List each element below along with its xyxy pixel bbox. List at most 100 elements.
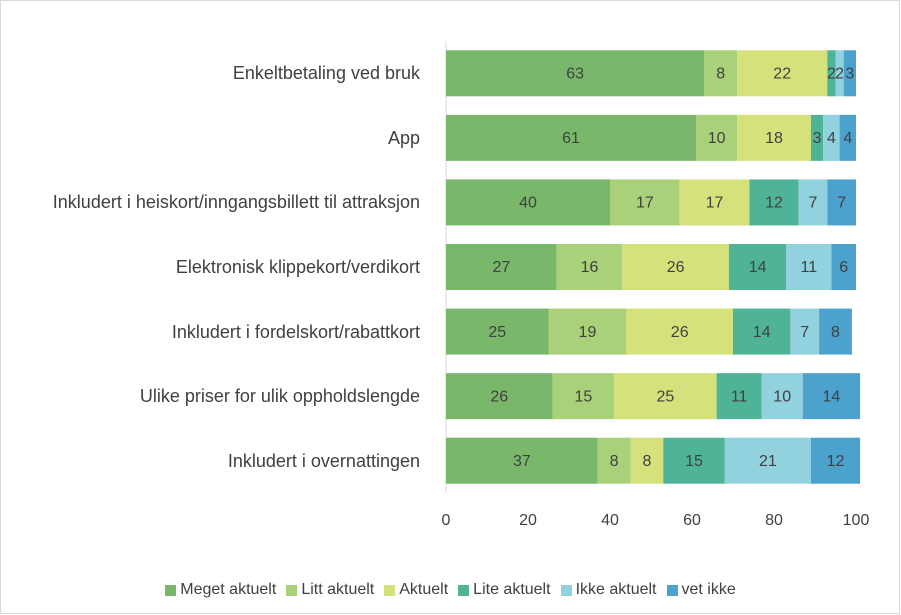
category-label: Enkeltbetaling ved bruk xyxy=(232,63,420,84)
data-label: 63 xyxy=(566,66,584,83)
data-label: 26 xyxy=(667,259,685,276)
bar-segment xyxy=(810,437,861,484)
bar-segment xyxy=(802,373,861,420)
legend-swatch xyxy=(560,584,572,596)
bar-segment xyxy=(786,244,832,290)
data-label: 4 xyxy=(843,130,852,147)
category-label: Ulike priser for ulik oppholdslengde xyxy=(139,386,420,407)
bar-segment xyxy=(630,437,664,484)
data-label: 15 xyxy=(685,453,703,470)
x-tick-label: 40 xyxy=(601,512,619,529)
legend-item: Ikke aktuelt xyxy=(560,581,657,599)
data-label: 61 xyxy=(562,130,580,147)
bar-segment xyxy=(446,179,610,226)
bar-segment xyxy=(446,373,553,420)
data-label: 25 xyxy=(488,324,506,341)
legend-label: Lite aktuelt xyxy=(473,581,551,598)
bar-segment xyxy=(831,244,856,290)
legend-label: Ikke aktuelt xyxy=(575,581,657,598)
bar-segment xyxy=(446,244,557,290)
legend-label: Meget aktuelt xyxy=(180,581,277,598)
data-label: 7 xyxy=(808,195,817,212)
data-label: 14 xyxy=(823,388,841,405)
data-label: 6 xyxy=(839,259,848,276)
data-label: 26 xyxy=(490,388,508,405)
bar-segment xyxy=(614,373,717,420)
bar-segment xyxy=(749,179,799,226)
x-tick-label: 60 xyxy=(683,512,701,529)
data-label: 10 xyxy=(708,130,726,147)
legend-swatch xyxy=(458,584,470,596)
data-label: 11 xyxy=(801,259,818,276)
legend-label: Litt aktuelt xyxy=(301,581,375,598)
bar-segment xyxy=(790,308,820,355)
bar-segment xyxy=(446,437,598,484)
legend-item: Aktuelt xyxy=(384,581,448,599)
bar-segment xyxy=(843,50,856,97)
data-label: 17 xyxy=(636,195,654,212)
bar-segment xyxy=(819,308,852,355)
data-label: 4 xyxy=(827,130,836,147)
data-label: 25 xyxy=(656,388,674,405)
legend-swatch xyxy=(666,584,678,596)
bar-segment xyxy=(798,179,828,226)
bar-segment xyxy=(696,114,738,161)
legend-item: Meget aktuelt xyxy=(165,581,276,599)
x-tick-label: 20 xyxy=(519,512,537,529)
bar-segment xyxy=(839,114,856,161)
data-label: 2 xyxy=(827,66,836,83)
bar-segment xyxy=(679,179,750,226)
data-label: 8 xyxy=(831,324,840,341)
bar-segment xyxy=(446,308,549,355)
data-label: 14 xyxy=(749,259,767,276)
data-label: 18 xyxy=(765,130,783,147)
bar-segment xyxy=(704,50,738,97)
data-label: 2 xyxy=(835,66,844,83)
data-label: 3 xyxy=(845,66,854,83)
data-label: 37 xyxy=(513,453,531,470)
data-label: 8 xyxy=(610,453,619,470)
bar-segment xyxy=(556,244,623,290)
legend-item: Litt aktuelt xyxy=(286,581,374,599)
bar-segment xyxy=(823,114,840,161)
bar-segment xyxy=(597,437,631,484)
data-label: 19 xyxy=(579,324,597,341)
bar-segment xyxy=(835,50,844,97)
bar-segment xyxy=(733,308,791,355)
bar-segment xyxy=(622,244,729,290)
bar-segment xyxy=(548,308,627,355)
legend-swatch xyxy=(384,584,396,596)
x-tick-label: 100 xyxy=(843,512,870,529)
bar-segment xyxy=(446,50,705,97)
data-label: 12 xyxy=(765,195,783,212)
bar-segment xyxy=(724,437,811,484)
data-label: 21 xyxy=(759,453,777,470)
data-label: 3 xyxy=(813,130,822,147)
x-tick-label: 0 xyxy=(442,512,451,529)
data-label: 11 xyxy=(731,388,748,405)
data-label: 7 xyxy=(837,195,846,212)
data-label: 7 xyxy=(800,324,809,341)
data-label: 8 xyxy=(716,66,725,83)
data-label: 40 xyxy=(519,195,537,212)
data-label: 14 xyxy=(753,324,771,341)
bar-segment xyxy=(827,50,836,97)
legend-swatch xyxy=(165,584,177,596)
category-label: App xyxy=(387,127,420,148)
bar-segment xyxy=(663,437,725,484)
category-label: Inkludert i fordelskort/rabattkort xyxy=(171,321,420,342)
legend-item: Lite aktuelt xyxy=(458,581,551,599)
data-label: 12 xyxy=(827,453,845,470)
data-label: 22 xyxy=(773,66,791,83)
legend-label: vet ikke xyxy=(681,581,736,598)
category-label: Inkludert i overnattingen xyxy=(227,450,420,471)
data-label: 16 xyxy=(581,259,599,276)
category-label: Elektronisk klippekort/verdikort xyxy=(175,257,420,277)
legend-label: Aktuelt xyxy=(399,581,449,598)
bar-segment xyxy=(737,114,811,161)
data-label: 27 xyxy=(492,259,510,276)
legend-item: vet ikke xyxy=(666,581,736,599)
x-tick-label: 80 xyxy=(765,512,783,529)
